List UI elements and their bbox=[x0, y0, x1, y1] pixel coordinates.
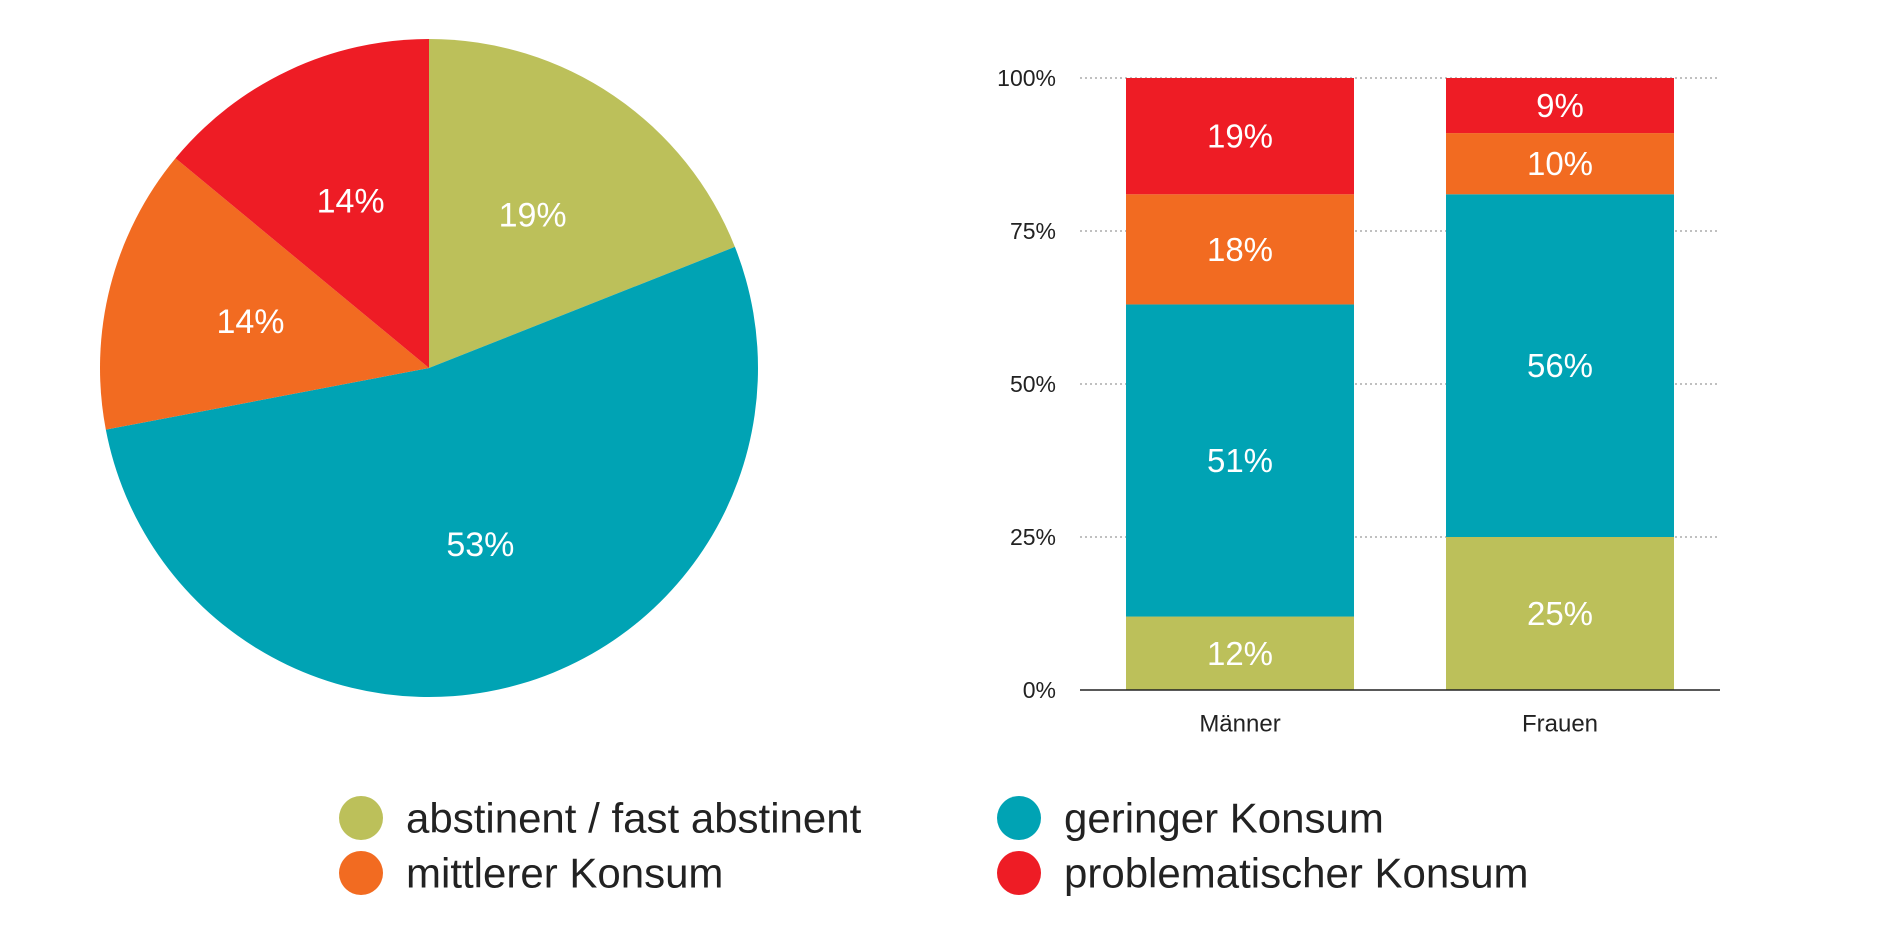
bar-segment-label-gering: 56% bbox=[1527, 347, 1593, 384]
y-tick-label: 75% bbox=[1010, 218, 1056, 244]
pie-slice-label-abstinent: 19% bbox=[499, 197, 567, 235]
bar-segment-label-gering: 51% bbox=[1207, 442, 1273, 479]
pie-slice-abstinent bbox=[429, 39, 735, 368]
pie-slice-problematisch bbox=[175, 39, 429, 368]
pie-slice-label-gering: 53% bbox=[446, 526, 514, 564]
pie-slice-mittel bbox=[100, 158, 429, 430]
bar-segment-label-abstinent: 12% bbox=[1207, 635, 1273, 672]
legend-label-abstinent: abstinent / fast abstinent bbox=[406, 795, 862, 842]
y-tick-label: 50% bbox=[1010, 371, 1056, 397]
pie-slice-label-mittel: 14% bbox=[216, 303, 284, 341]
pie-chart: 19% 53% 14% 14% bbox=[100, 39, 759, 697]
y-tick-label: 25% bbox=[1010, 524, 1056, 550]
bar-segment-label-abstinent: 25% bbox=[1527, 595, 1593, 632]
legend-label-problematisch: problematischer Konsum bbox=[1064, 850, 1529, 897]
bar-segment-label-problematisch: 9% bbox=[1536, 87, 1584, 124]
bar-segment-label-problematisch: 19% bbox=[1207, 118, 1273, 155]
bar-segment-label-mittel: 10% bbox=[1527, 145, 1593, 182]
bar-segment-abstinent bbox=[1446, 537, 1674, 690]
pie-slice-label-problematisch: 14% bbox=[317, 182, 385, 220]
legend-swatch-abstinent bbox=[339, 796, 383, 840]
bar-segment-problematisch bbox=[1126, 78, 1354, 195]
bar-segment-problematisch bbox=[1446, 78, 1674, 134]
legend-label-mittel: mittlerer Konsum bbox=[406, 850, 723, 897]
bar-segment-mittel bbox=[1126, 194, 1354, 305]
legend-swatch-gering bbox=[997, 796, 1041, 840]
legend-label-gering: geringer Konsum bbox=[1064, 795, 1384, 842]
legend: abstinent / fast abstinent geringer Konsu… bbox=[339, 795, 1529, 897]
bar-segment-label-mittel: 18% bbox=[1207, 231, 1273, 268]
bar-segment-gering bbox=[1126, 304, 1354, 617]
x-category-label: Männer bbox=[1199, 711, 1280, 738]
y-tick-label: 100% bbox=[997, 65, 1056, 91]
legend-swatch-mittel bbox=[339, 851, 383, 895]
bar-segment-mittel bbox=[1446, 133, 1674, 195]
legend-swatch-problematisch bbox=[997, 851, 1041, 895]
pie-slice-gering bbox=[105, 246, 759, 697]
y-tick-label: 0% bbox=[1023, 677, 1056, 703]
stacked-bar-chart: 0% 25% 50% 75% 100% 12% 51% 18% 19% Männer 25% 56% 1… bbox=[997, 65, 1720, 738]
bar-segment-abstinent bbox=[1126, 616, 1354, 690]
bar-segment-gering bbox=[1446, 194, 1674, 537]
x-category-label: Frauen bbox=[1522, 711, 1598, 738]
